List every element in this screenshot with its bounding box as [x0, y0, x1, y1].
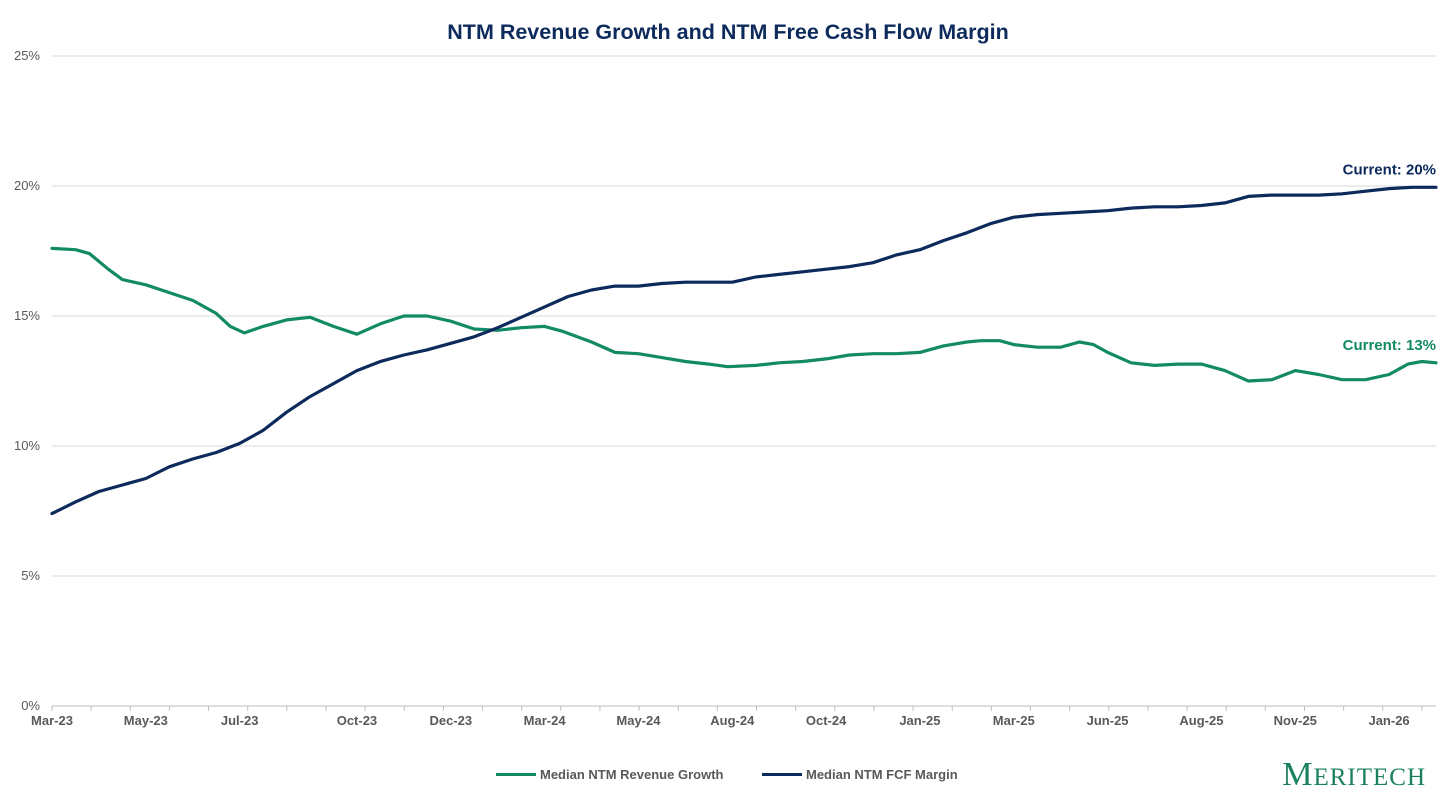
x-tick-label: Jul-23	[221, 713, 259, 728]
series-lines	[50, 185, 1438, 516]
y-tick-label: 10%	[14, 438, 40, 453]
gridlines	[52, 55, 1436, 577]
x-tick-label: Oct-23	[337, 713, 377, 728]
y-tick-label: 15%	[14, 308, 40, 323]
y-tick-label: 5%	[21, 568, 40, 583]
x-tick-label: Aug-25	[1179, 713, 1223, 728]
x-tick-label: Jan-26	[1368, 713, 1409, 728]
end-labels: Current: 13% Current: 20%	[1343, 161, 1436, 353]
x-tick-label: May-24	[616, 713, 661, 728]
x-axis: Mar-23 May-23 Jul-23 Oct-23 Dec-23 Mar-24 May-…	[31, 705, 1436, 728]
x-tick-label: Jun-25	[1087, 713, 1129, 728]
y-tick-label: 20%	[14, 178, 40, 193]
x-tick-label: May-23	[124, 713, 168, 728]
chart-title: NTM Revenue Growth and NTM Free Cash Flo…	[447, 20, 1009, 44]
end-label-fcf-margin: Current: 20%	[1343, 161, 1436, 178]
x-tick-label: Mar-23	[31, 713, 73, 728]
meritech-logo: MERITECH	[1282, 756, 1426, 794]
y-axis-tick-labels: 0% 5% 10% 15% 20% 25%	[14, 48, 40, 713]
x-tick-label: Jan-25	[899, 713, 940, 728]
x-tick-label: Aug-24	[710, 713, 755, 728]
end-label-revenue-growth: Current: 13%	[1343, 337, 1436, 354]
legend-item-revenue-growth: Median NTM Revenue Growth	[496, 767, 723, 782]
series-line-fcf-margin	[50, 185, 1438, 516]
legend-swatch-fcf-margin	[762, 773, 802, 776]
legend-swatch-revenue-growth	[496, 773, 536, 776]
x-tick-label: Mar-25	[993, 713, 1035, 728]
logo-initial: M	[1282, 756, 1314, 793]
x-tick-label: Mar-24	[524, 713, 567, 728]
y-tick-label: 25%	[14, 48, 40, 63]
legend-label-revenue-growth: Median NTM Revenue Growth	[540, 767, 724, 782]
y-tick-label: 0%	[21, 698, 40, 713]
x-tick-label: Dec-23	[429, 713, 472, 728]
legend-item-fcf-margin: Median NTM FCF Margin	[762, 767, 958, 782]
x-tick-label: Oct-24	[806, 713, 847, 728]
series-line-revenue-growth	[50, 246, 1438, 383]
logo-rest: ERITECH	[1313, 764, 1426, 791]
x-tick-label: Nov-25	[1274, 713, 1317, 728]
legend-label-fcf-margin: Median NTM FCF Margin	[806, 767, 958, 782]
